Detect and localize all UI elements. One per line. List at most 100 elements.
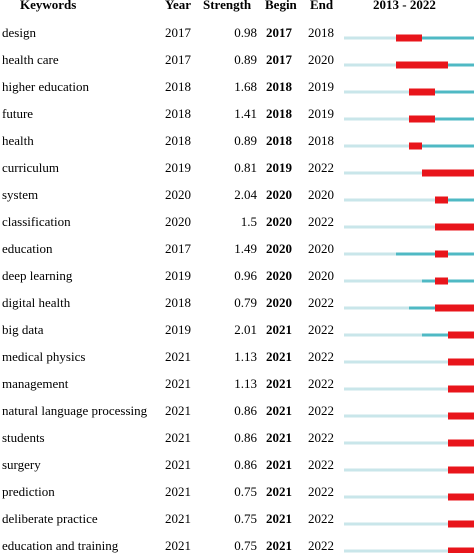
burst-bar — [448, 385, 474, 393]
burst-bar — [448, 547, 474, 553]
cell-keyword: deliberate practice — [2, 511, 98, 526]
cell-keyword: prediction — [2, 484, 55, 499]
cell-keyword: digital health — [2, 295, 71, 310]
cell-strength: 1.49 — [234, 241, 257, 256]
cell-keyword: natural language processing — [2, 403, 148, 418]
cell-begin: 2020 — [266, 214, 292, 229]
timeline-baseline — [344, 360, 474, 364]
cell-begin: 2017 — [266, 52, 292, 67]
timeline-active-span — [435, 198, 474, 202]
cell-strength: 1.13 — [234, 349, 257, 364]
cell-keyword: system — [2, 187, 39, 202]
cell-year: 2017 — [165, 241, 191, 256]
cell-strength: 1.5 — [240, 214, 257, 229]
timeline-active-span — [409, 90, 474, 94]
cell-year: 2018 — [165, 295, 191, 310]
cell-end: 2018 — [308, 25, 334, 40]
cell-keyword: surgery — [2, 457, 41, 472]
cell-end: 2022 — [308, 349, 334, 364]
cell-begin: 2021 — [266, 484, 292, 499]
cell-begin: 2018 — [266, 133, 292, 148]
cell-end: 2019 — [308, 106, 334, 121]
header-keywords: Keywords — [20, 0, 77, 12]
burst-bar — [435, 250, 448, 258]
timeline-active-span — [396, 36, 474, 40]
timeline-baseline — [344, 333, 474, 337]
burst-bar — [448, 439, 474, 447]
cell-keyword: big data — [2, 322, 44, 337]
cell-begin: 2018 — [266, 79, 292, 94]
burst-bar — [409, 142, 422, 150]
timeline-baseline — [344, 171, 474, 175]
cell-year: 2021 — [165, 376, 191, 391]
cell-end: 2022 — [308, 376, 334, 391]
cell-begin: 2020 — [266, 268, 292, 283]
header-year: Year — [165, 0, 191, 12]
cell-begin: 2021 — [266, 376, 292, 391]
burst-bar — [448, 493, 474, 501]
cell-end: 2022 — [308, 511, 334, 526]
cell-begin: 2020 — [266, 241, 292, 256]
timeline-baseline — [344, 495, 474, 499]
burst-bar — [448, 358, 474, 366]
burst-bar — [409, 115, 435, 123]
timeline-active-span — [409, 144, 474, 148]
cell-strength: 0.81 — [234, 160, 257, 175]
timeline-baseline — [344, 225, 474, 229]
burst-bar — [448, 520, 474, 528]
timeline-baseline — [344, 414, 474, 418]
timeline-baseline — [344, 198, 474, 202]
burst-bar — [448, 466, 474, 474]
cell-strength: 0.96 — [234, 268, 257, 283]
cell-begin: 2021 — [266, 538, 292, 553]
cell-end: 2020 — [308, 52, 334, 67]
cell-end: 2022 — [308, 322, 334, 337]
cell-year: 2021 — [165, 484, 191, 499]
cell-strength: 0.86 — [234, 403, 257, 418]
burst-bar — [448, 412, 474, 420]
header-strength: Strength — [203, 0, 252, 12]
timeline-baseline — [344, 522, 474, 526]
cell-keyword: deep learning — [2, 268, 73, 283]
timeline-baseline — [344, 468, 474, 472]
cell-year: 2017 — [165, 52, 191, 67]
cell-strength: 0.75 — [234, 538, 257, 553]
header-end: End — [310, 0, 334, 12]
cell-keyword: management — [2, 376, 69, 391]
cell-end: 2022 — [308, 214, 334, 229]
cell-year: 2020 — [165, 214, 191, 229]
timeline-active-span — [409, 117, 474, 121]
timeline-baseline — [344, 441, 474, 445]
cell-strength: 1.41 — [234, 106, 257, 121]
cell-keyword: design — [2, 25, 36, 40]
cell-year: 2018 — [165, 79, 191, 94]
burst-bar — [396, 34, 422, 42]
cell-begin: 2017 — [266, 25, 292, 40]
cell-begin: 2018 — [266, 106, 292, 121]
cell-begin: 2021 — [266, 430, 292, 445]
cell-end: 2022 — [308, 403, 334, 418]
cell-year: 2021 — [165, 457, 191, 472]
cell-strength: 0.86 — [234, 457, 257, 472]
cell-year: 2019 — [165, 322, 191, 337]
cell-year: 2021 — [165, 430, 191, 445]
cell-keyword: health — [2, 133, 34, 148]
cell-year: 2018 — [165, 106, 191, 121]
cell-strength: 0.75 — [234, 511, 257, 526]
cell-strength: 1.13 — [234, 376, 257, 391]
cell-begin: 2020 — [266, 187, 292, 202]
burst-bar — [396, 61, 448, 69]
cell-end: 2020 — [308, 187, 334, 202]
cell-year: 2019 — [165, 160, 191, 175]
cell-begin: 2021 — [266, 322, 292, 337]
cell-keyword: health care — [2, 52, 59, 67]
cell-strength: 2.01 — [234, 322, 257, 337]
cell-strength: 0.89 — [234, 52, 257, 67]
cell-keyword: education and training — [2, 538, 119, 553]
cell-keyword: higher education — [2, 79, 89, 94]
burst-bar — [435, 223, 474, 231]
cell-begin: 2021 — [266, 403, 292, 418]
cell-year: 2018 — [165, 133, 191, 148]
header-range: 2013 - 2022 — [373, 0, 436, 12]
timeline-baseline — [344, 279, 474, 283]
